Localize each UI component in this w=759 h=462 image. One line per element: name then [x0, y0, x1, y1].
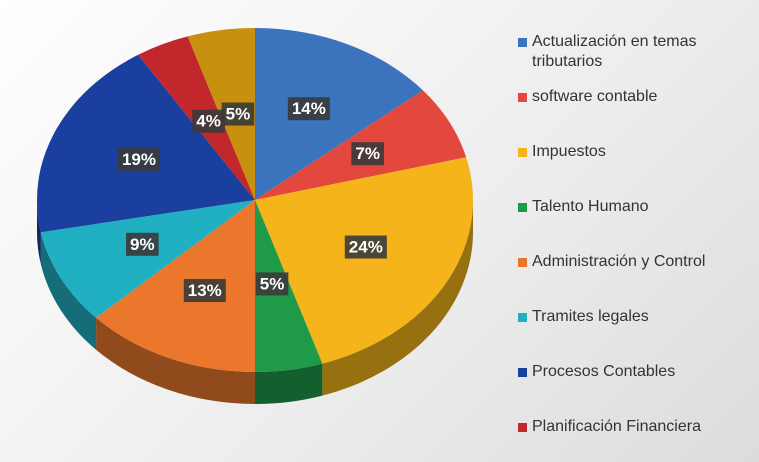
slice — [40, 200, 256, 318]
legend-label: Talento Humano — [532, 198, 649, 215]
legend-label: Impuestos — [532, 143, 606, 160]
legend-item: Tramites legales — [518, 307, 753, 362]
data-label: 4% — [192, 109, 225, 133]
data-label: 5% — [221, 102, 255, 126]
data-label-text: 7% — [355, 144, 380, 163]
data-label: 14% — [287, 97, 330, 121]
legend-item: Talento Humano — [518, 197, 753, 252]
data-label-text: 24% — [349, 238, 383, 257]
data-label-text: 4% — [196, 112, 221, 131]
data-label: 7% — [351, 142, 384, 166]
legend-item: Planificación Financiera — [518, 417, 753, 462]
data-label: 5% — [255, 272, 289, 296]
slice — [255, 200, 323, 372]
slice-side — [37, 200, 41, 265]
slice-side — [40, 232, 97, 350]
legend-label: Actualización en temas tributarios — [532, 33, 697, 70]
data-label-box — [351, 142, 384, 166]
legend-swatch — [518, 258, 527, 267]
slice — [255, 28, 423, 200]
legend-item: Actualización en temas tributarios — [518, 32, 753, 87]
data-label-box — [183, 279, 226, 303]
data-label: 9% — [126, 232, 159, 256]
data-label-box — [344, 235, 387, 259]
data-label-box — [126, 232, 159, 256]
data-label-box — [192, 109, 225, 133]
legend-swatch — [518, 313, 527, 322]
legend-swatch — [518, 148, 527, 157]
data-label: 19% — [117, 147, 160, 171]
legend-item: Administración y Control — [518, 252, 753, 307]
slice-side — [96, 317, 255, 404]
slice — [255, 157, 473, 364]
data-label-box — [221, 102, 255, 126]
data-label-box — [255, 272, 289, 296]
legend-item: Procesos Contables — [518, 362, 753, 417]
legend-label: Tramites legales — [532, 308, 649, 325]
slice-side — [255, 363, 323, 404]
legend-item: Impuestos — [518, 142, 753, 197]
data-label: 13% — [183, 279, 226, 303]
data-label-text: 13% — [188, 281, 222, 300]
slice — [36, 54, 255, 233]
data-label-box — [287, 97, 330, 121]
slice-side — [322, 200, 473, 396]
legend-swatch — [518, 93, 527, 102]
legend-label: Planificación Financiera — [532, 418, 701, 435]
data-label-text: 9% — [130, 235, 155, 254]
legend-item: software contable — [518, 87, 753, 142]
legend-swatch — [518, 368, 527, 377]
legend-label: Administración y Control — [532, 253, 706, 270]
legend: Actualización en temas tributarios softwa… — [518, 32, 753, 462]
legend-swatch — [518, 38, 527, 47]
legend-label: software contable — [532, 88, 658, 105]
data-label-text: 5% — [260, 274, 285, 293]
legend-label: Procesos Contables — [532, 363, 676, 380]
data-label: 24% — [344, 235, 387, 259]
legend-swatch — [518, 203, 527, 212]
slice — [96, 200, 255, 372]
data-label-text: 5% — [226, 105, 251, 124]
legend-swatch — [518, 423, 527, 432]
data-label-box — [117, 147, 160, 171]
data-label-text: 19% — [122, 150, 156, 169]
data-label-text: 14% — [292, 99, 326, 118]
